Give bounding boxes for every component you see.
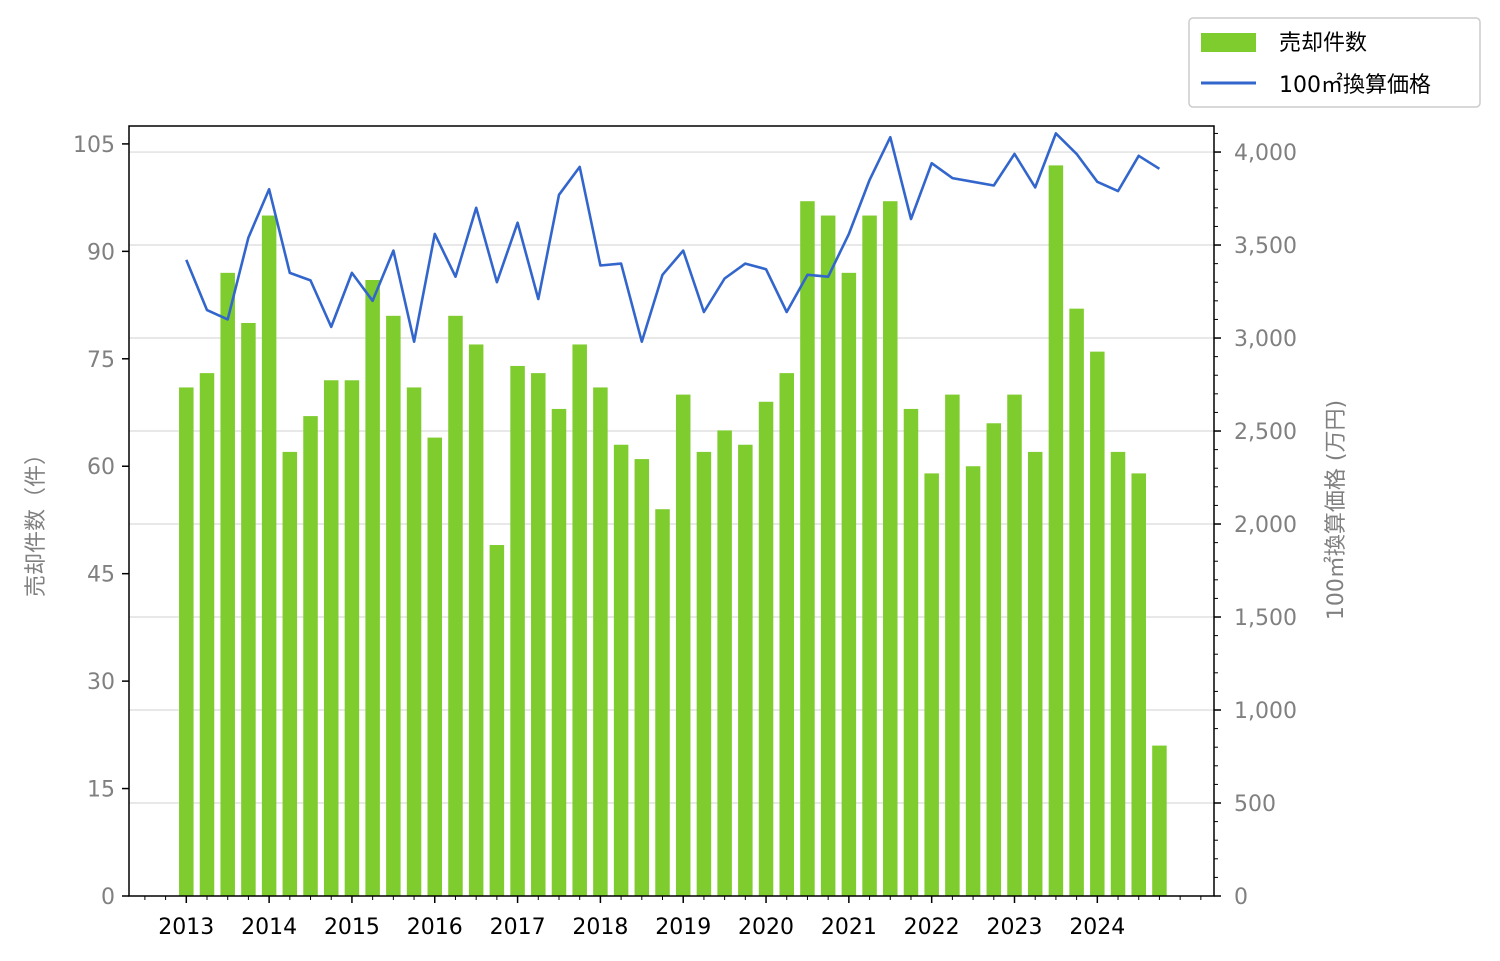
bar bbox=[1027, 451, 1043, 896]
bar bbox=[738, 444, 753, 896]
bar bbox=[696, 451, 712, 896]
bar bbox=[800, 201, 815, 897]
bar bbox=[717, 430, 732, 896]
bar bbox=[365, 280, 380, 896]
bar bbox=[323, 380, 339, 897]
bar bbox=[1048, 165, 1064, 896]
bar bbox=[386, 315, 401, 896]
bar bbox=[965, 466, 981, 896]
right-axis-label: 100㎡換算価格 (万円) bbox=[1323, 400, 1349, 620]
bar bbox=[675, 394, 691, 896]
bar bbox=[1131, 473, 1146, 896]
x-tick-label: 2019 bbox=[655, 915, 711, 940]
left-tick-label: 90 bbox=[87, 240, 115, 265]
bar bbox=[820, 215, 836, 896]
x-tick-label: 2018 bbox=[572, 915, 628, 940]
bar bbox=[406, 387, 422, 896]
legend-box bbox=[1188, 17, 1481, 108]
x-tick-label: 2014 bbox=[241, 915, 297, 940]
bar bbox=[303, 416, 318, 896]
line-series bbox=[185, 132, 1161, 344]
bar bbox=[489, 545, 505, 896]
bar bbox=[1110, 451, 1126, 896]
price-line bbox=[185, 132, 1161, 344]
x-tick-label: 2020 bbox=[738, 915, 794, 940]
bar bbox=[1090, 351, 1105, 896]
bar bbox=[510, 365, 525, 896]
left-tick-label: 105 bbox=[73, 133, 115, 158]
bar-series bbox=[179, 165, 1167, 897]
bar bbox=[655, 509, 670, 896]
right-tick-label: 1,500 bbox=[1234, 606, 1297, 631]
bar bbox=[220, 272, 235, 896]
bar bbox=[986, 423, 1002, 896]
right-tick-label: 0 bbox=[1234, 885, 1248, 910]
x-tick-label: 2016 bbox=[407, 915, 463, 940]
bar bbox=[241, 322, 256, 896]
bar bbox=[572, 344, 587, 897]
bar bbox=[924, 473, 939, 896]
bar bbox=[344, 380, 360, 897]
bar bbox=[179, 387, 194, 896]
legend-label-bar: 売却件数 bbox=[1279, 31, 1367, 56]
x-tick-label: 2017 bbox=[490, 915, 546, 940]
left-tick-label: 0 bbox=[101, 885, 115, 910]
bar bbox=[779, 373, 794, 896]
legend-bar-swatch bbox=[1201, 33, 1256, 52]
right-tick-label: 3,000 bbox=[1234, 327, 1297, 352]
x-tick-label: 2023 bbox=[987, 915, 1043, 940]
right-tick-label: 2,000 bbox=[1234, 513, 1297, 538]
bar bbox=[282, 451, 298, 896]
bar bbox=[945, 394, 960, 896]
bar bbox=[758, 401, 774, 896]
bar bbox=[634, 459, 650, 896]
bar bbox=[199, 373, 215, 896]
right-tick-label: 2,500 bbox=[1234, 420, 1297, 445]
x-tick-label: 2021 bbox=[821, 915, 877, 940]
bar bbox=[448, 315, 463, 896]
bar bbox=[841, 272, 857, 896]
x-tick-label: 2024 bbox=[1069, 915, 1125, 940]
right-tick-label: 3,500 bbox=[1234, 234, 1297, 259]
right-tick-label: 500 bbox=[1234, 792, 1276, 817]
left-tick-label: 30 bbox=[87, 670, 115, 695]
bar bbox=[468, 344, 484, 897]
left-tick-label: 60 bbox=[87, 455, 115, 480]
left-tick-label: 75 bbox=[87, 348, 115, 373]
right-y-axis: 0 500 1,000 1,500 2,000 2,500 3,000 3,500 4,000 bbox=[1214, 132, 1297, 910]
right-tick-label: 1,000 bbox=[1234, 699, 1297, 724]
left-tick-label: 45 bbox=[87, 563, 115, 588]
x-tick-label: 2013 bbox=[158, 915, 214, 940]
bar bbox=[613, 444, 629, 896]
legend: 売却件数 100㎡換算価格 bbox=[1188, 17, 1481, 108]
x-tick-label: 2015 bbox=[324, 915, 380, 940]
bar bbox=[593, 387, 608, 896]
plot-frame bbox=[128, 125, 1215, 897]
bar bbox=[551, 408, 567, 896]
bar bbox=[862, 215, 877, 896]
right-tick-label: 4,000 bbox=[1234, 141, 1297, 166]
legend-label-line: 100㎡換算価格 bbox=[1279, 72, 1431, 98]
x-axis: 2013 2014 2015 2016 2017 2018 2019 2020 2021 2022… bbox=[144, 896, 1202, 940]
left-y-axis: 0 15 30 45 60 75 90 105 bbox=[73, 133, 129, 910]
bar bbox=[261, 215, 277, 896]
bar bbox=[1069, 308, 1084, 897]
bar bbox=[1007, 394, 1022, 896]
left-tick-label: 15 bbox=[87, 778, 115, 803]
x-tick-label: 2022 bbox=[904, 915, 960, 940]
bar bbox=[531, 373, 546, 896]
bar bbox=[1152, 745, 1167, 896]
left-axis-label: 売却件数（件） bbox=[24, 443, 49, 597]
bar bbox=[883, 201, 898, 897]
bar bbox=[427, 437, 443, 896]
bar bbox=[903, 408, 919, 896]
